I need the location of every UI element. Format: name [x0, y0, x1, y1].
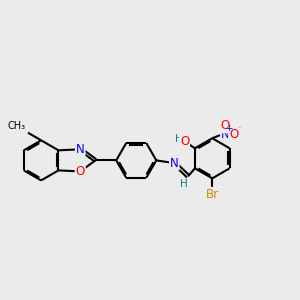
Text: O: O — [180, 135, 189, 148]
Text: N: N — [76, 143, 85, 156]
Text: N: N — [221, 128, 230, 141]
Text: H: H — [180, 179, 188, 189]
Text: CH₃: CH₃ — [7, 121, 25, 130]
Text: H: H — [175, 134, 183, 144]
Text: O: O — [76, 165, 85, 178]
Text: Br: Br — [206, 188, 219, 201]
Text: O: O — [229, 128, 238, 141]
Text: O: O — [221, 119, 230, 132]
Text: ⁻: ⁻ — [235, 125, 240, 135]
Text: N: N — [170, 157, 178, 169]
Text: +: + — [225, 124, 232, 133]
